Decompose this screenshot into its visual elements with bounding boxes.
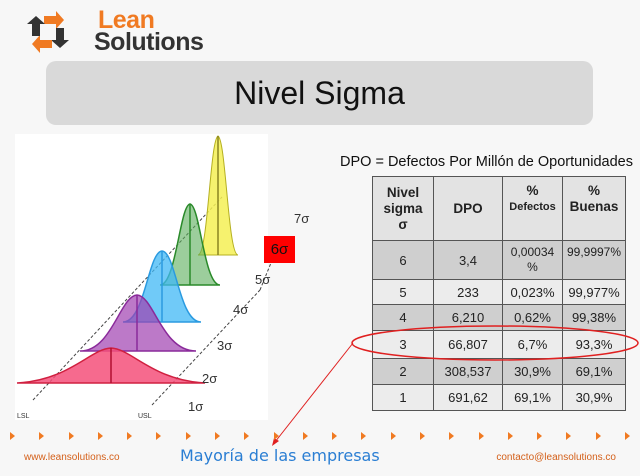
table-row: 4 6,210 0,62% 99,38% [372,304,626,331]
arrow-bullet-icon [390,432,396,440]
arrow-bullet-icon [244,432,250,440]
sigma-label-1: 1σ [188,399,203,414]
sigma-label-5: 5σ [255,272,270,287]
table-row: 2 308,537 30,9% 69,1% [372,358,626,385]
cell-sigma: 3 [372,330,434,359]
arrow-bullet-icon [537,432,543,440]
arrow-bullet-icon [127,432,133,440]
cell-dpo: 691,62 [433,384,503,411]
arrow-bullet-icon [478,432,484,440]
arrow-bullet-icon [624,432,630,440]
cell-dpo: 66,807 [433,330,503,359]
arrow-bullet-icon [507,432,513,440]
footer-website-link[interactable]: www.leansolutions.co [24,452,120,463]
cell-buenas: 69,1% [562,358,626,385]
arrow-bullet-icon [332,432,338,440]
sigma-table: Nivel sigma σ DPO % Defectos % Buenas 6 … [372,176,626,411]
cell-sigma: 2 [372,358,434,385]
cell-buenas: 99,38% [562,304,626,331]
cell-dpo: 308,537 [433,358,503,385]
cell-sigma: 1 [372,384,434,411]
cell-defectos: 6,7% [502,330,563,359]
arrow-bullet-icon [302,432,308,440]
cell-buenas: 30,9% [562,384,626,411]
sigma-curves-figure: LSL USL 1σ 2σ 3σ 4σ 5σ 7σ [15,134,309,420]
arrow-bullet-icon [273,432,279,440]
cell-defectos: 0,62% [502,304,563,331]
footer-arrow-row [10,432,630,442]
arrow-bullet-icon [68,432,74,440]
arrow-bullet-icon [361,432,367,440]
dpo-caption: DPO = Defectos Por Millón de Oportunidad… [340,154,633,170]
six-sigma-badge: 6σ [264,236,295,263]
header-dpo: DPO [433,176,503,241]
cell-buenas: 99,977% [562,279,626,305]
table-row: 5 233 0,023% 99,977% [372,279,626,305]
cell-dpo: 6,210 [433,304,503,331]
arrow-bullet-icon [10,432,15,440]
cell-defectos: 30,9% [502,358,563,385]
arrow-bullet-icon [214,432,220,440]
footer-email-link[interactable]: contacto@leansolutions.co [496,452,616,463]
lsl-label: LSL [17,413,30,420]
circular-arrows-icon [27,11,69,53]
cell-defectos: 69,1% [502,384,563,411]
header-nivel-line1: Nivel [386,184,420,200]
header-buenas-label: Buenas [569,199,619,214]
cell-buenas: 93,3% [562,330,626,359]
arrow-bullet-icon [156,432,162,440]
table-row: 1 691,62 69,1% 30,9% [372,384,626,411]
page-title: Nivel Sigma [234,74,405,111]
table-header-row: Nivel sigma σ DPO % Defectos % Buenas [372,176,626,241]
cell-defectos: 0,023% [502,279,563,305]
cell-buenas: 99,9997% [562,240,626,280]
arrow-bullet-icon [185,432,191,440]
header-nivel-line2: sigma [383,200,423,216]
arrow-bullet-icon [566,432,572,440]
header-buenas-pct: % [587,183,600,198]
header-nivel-sigma: Nivel sigma σ [372,176,434,241]
annotation-text: Mayoría de las empresas [180,446,380,465]
header-defectos-pct: % [526,183,539,198]
title-bar: Nivel Sigma [46,61,593,125]
header-defectos: % Defectos [502,176,563,241]
header-buenas: % Buenas [562,176,626,241]
header-defectos-label: Defectos [509,201,556,213]
cell-sigma: 4 [372,304,434,331]
header-nivel-line3: σ [398,216,408,232]
arrow-bullet-icon [449,432,455,440]
sigma-label-4: 4σ [233,302,248,317]
logo-text-solutions: Solutions [94,28,204,56]
arrow-bullet-icon [39,432,45,440]
arrow-bullet-icon [97,432,103,440]
arrow-bullet-icon [595,432,601,440]
sigma-label-3: 3σ [217,338,232,353]
table-row-highlighted: 3 66,807 6,7% 93,3% [372,330,626,359]
sigma-label-2: 2σ [202,371,217,386]
cell-defectos: 0,00034 % [502,240,563,280]
usl-label: USL [138,413,152,420]
cell-sigma: 6 [372,240,434,280]
cell-dpo: 233 [433,279,503,305]
cell-sigma: 5 [372,279,434,305]
logo: Lean Solutions [26,6,216,56]
arrow-bullet-icon [419,432,425,440]
cell-dpo: 3,4 [433,240,503,280]
table-row: 6 3,4 0,00034 % 99,9997% [372,240,626,280]
sigma-label-7: 7σ [294,211,309,226]
logo-text-lean: Lean [98,6,155,34]
six-sigma-badge-label: 6σ [270,241,289,258]
